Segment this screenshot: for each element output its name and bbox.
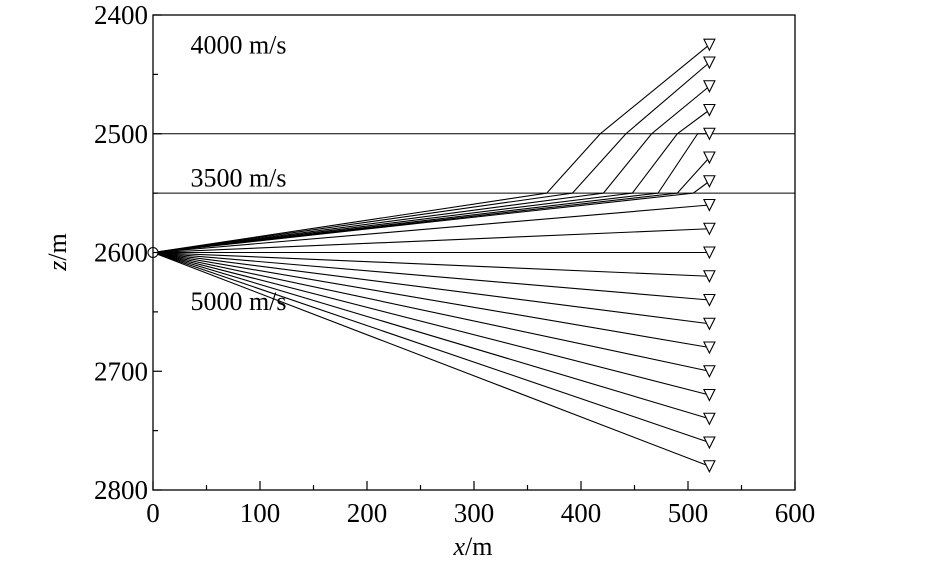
x-tick-label: 600 bbox=[775, 498, 816, 528]
layer-velocity-label: 5000 m/s bbox=[190, 287, 286, 316]
receiver-marker-8 bbox=[703, 198, 716, 212]
direct-ray-1 bbox=[152, 204, 710, 254]
direct-ray-10 bbox=[152, 251, 710, 420]
x-axis-unit: /m bbox=[465, 532, 492, 561]
layer-velocity-label: 4000 m/s bbox=[190, 31, 286, 60]
x-tick-label: 100 bbox=[240, 498, 281, 528]
receiver-marker-6 bbox=[703, 151, 716, 165]
rays bbox=[152, 44, 710, 467]
direct-ray-11 bbox=[152, 251, 710, 444]
y-tick-label: 2700 bbox=[94, 356, 148, 386]
layer-labels: 4000 m/s 3500 m/s 5000 m/s bbox=[190, 31, 286, 317]
ticks: 0 100 200 300 400 500 600 2400 2500 2600 2700 2800 bbox=[94, 0, 815, 528]
receiver-marker-15 bbox=[703, 365, 716, 378]
y-axis-unit: /m bbox=[43, 233, 72, 260]
refracted-ray-1 bbox=[152, 44, 710, 254]
receiver-marker-10 bbox=[703, 246, 716, 260]
receiver-marker-4 bbox=[703, 103, 716, 117]
y-tick-label: 2800 bbox=[94, 475, 148, 505]
receiver-marker-18 bbox=[703, 436, 716, 450]
x-axis-var: x bbox=[453, 532, 466, 561]
direct-ray-9 bbox=[152, 251, 710, 396]
interfaces bbox=[153, 133, 795, 194]
receiver-marker-17 bbox=[703, 412, 716, 426]
receiver-marker-11 bbox=[703, 270, 716, 283]
refracted-ray-5 bbox=[152, 133, 710, 254]
refracted-ray-2 bbox=[152, 62, 710, 254]
receiver-marker-12 bbox=[703, 293, 716, 307]
receiver-marker-9 bbox=[703, 222, 716, 236]
x-tick-label: 300 bbox=[454, 498, 495, 528]
receiver-marker-14 bbox=[703, 341, 716, 355]
direct-ray-8 bbox=[152, 251, 710, 372]
y-axis-var: z bbox=[43, 261, 72, 272]
receiver-marker-2 bbox=[703, 56, 716, 70]
y-tick-label: 2400 bbox=[94, 0, 148, 30]
x-tick-label: 0 bbox=[146, 498, 160, 528]
direct-ray-4 bbox=[152, 251, 710, 277]
direct-ray-5 bbox=[152, 251, 710, 301]
receiver-marker-19 bbox=[703, 460, 716, 473]
y-tick-label: 2600 bbox=[94, 238, 148, 268]
receiver-marker-16 bbox=[703, 388, 716, 402]
receiver-marker-7 bbox=[703, 175, 716, 188]
x-tick-label: 400 bbox=[561, 498, 602, 528]
direct-ray-12 bbox=[152, 251, 710, 467]
refracted-ray-4 bbox=[152, 109, 710, 254]
refracted-ray-7 bbox=[152, 180, 710, 254]
refracted-ray-6 bbox=[152, 157, 710, 254]
refracted-ray-3 bbox=[152, 85, 710, 254]
direct-ray-2 bbox=[152, 228, 710, 254]
direct-ray-7 bbox=[152, 251, 710, 349]
receivers bbox=[703, 38, 716, 473]
y-tick-label: 2500 bbox=[94, 119, 148, 149]
receiver-marker-5 bbox=[703, 127, 716, 141]
x-tick-label: 200 bbox=[347, 498, 388, 528]
receiver-marker-13 bbox=[703, 317, 716, 331]
y-axis-label: z/m bbox=[43, 233, 72, 272]
receiver-marker-1 bbox=[703, 38, 716, 52]
x-tick-label: 500 bbox=[668, 498, 709, 528]
layer-velocity-label: 3500 m/s bbox=[190, 164, 286, 193]
direct-ray-6 bbox=[152, 251, 710, 325]
receiver-marker-3 bbox=[703, 80, 716, 93]
x-axis-label: x/m bbox=[453, 532, 493, 561]
